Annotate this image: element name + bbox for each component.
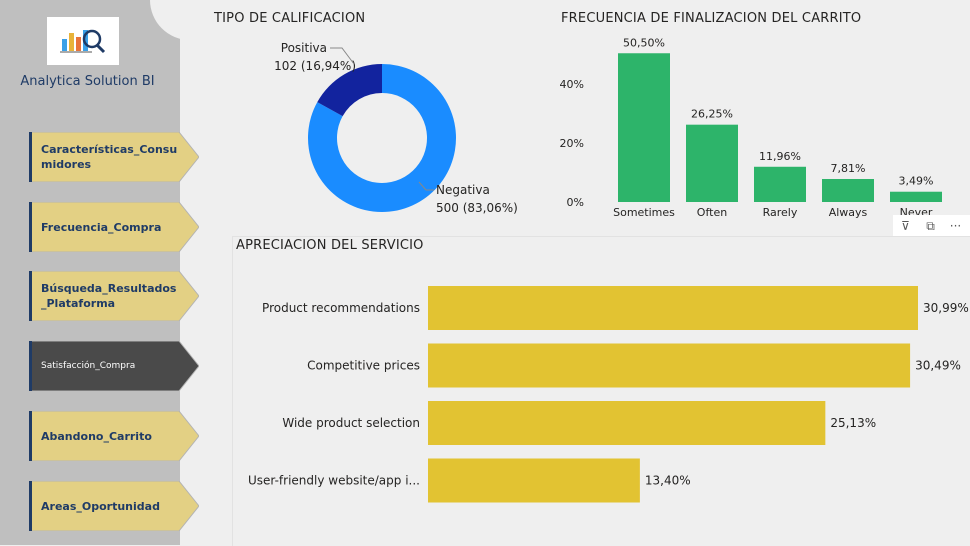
x-category-label: Rarely: [763, 206, 798, 219]
nav-item-shape: [29, 132, 199, 182]
bar-data-label: 25,13%: [830, 416, 876, 430]
column-bar-often[interactable]: [686, 124, 738, 202]
x-category-label: Sometimes: [613, 206, 675, 219]
nav-item-label: Satisfacción_Compra: [41, 360, 136, 371]
column-data-label: 11,96%: [759, 150, 801, 163]
column-bar-never[interactable]: [890, 191, 942, 202]
nav-item-1[interactable]: Frecuencia_Compra: [29, 202, 199, 252]
y-tick-label: 40%: [560, 78, 584, 91]
nav-item-5[interactable]: Areas_Oportunidad: [29, 481, 199, 531]
donut-slice-negativa[interactable]: [308, 64, 456, 212]
nav-item-shape: [29, 341, 199, 391]
logo-chart-icon: [60, 29, 106, 54]
horizontal-bar-chart: Product recommendations 30,99% Competitive…: [248, 286, 969, 503]
column-data-label: 50,50%: [623, 36, 665, 49]
y-tick-label: 20%: [560, 137, 584, 150]
bar-chart-title: APRECIACION DEL SERVICIO: [236, 238, 424, 253]
focus-mode-icon[interactable]: ⧉: [926, 218, 935, 233]
y-category-label: Competitive prices: [307, 359, 420, 373]
bar-data-label: 13,40%: [645, 474, 691, 488]
column-data-label: 26,25%: [691, 108, 733, 121]
service-bar-3[interactable]: [428, 458, 640, 503]
visual-header-toolbar: ⊽ ⧉ ···: [893, 215, 970, 237]
column-bar-sometimes[interactable]: [618, 53, 670, 202]
nav-item-label: Búsqueda_Resultados_Plataforma: [41, 282, 177, 310]
nav-item-label: Frecuencia_Compra: [41, 220, 162, 234]
y-category-label: Wide product selection: [282, 416, 420, 430]
logo: [47, 17, 119, 65]
service-bar-2[interactable]: [428, 401, 826, 445]
column-chart: 0% 20% 40% 50,50% Sometimes 26,25% Often 11,96%…: [560, 36, 942, 219]
donut-slice-positiva[interactable]: [317, 64, 382, 117]
nav-item-label: Características_Consumidores: [41, 143, 178, 171]
nav-item-4[interactable]: Abandono_Carrito: [29, 411, 199, 461]
y-category-label: User-friendly website/app i...: [248, 474, 420, 488]
filter-icon[interactable]: ⊽: [901, 219, 910, 233]
nav-item-0[interactable]: Características_Consumidores: [29, 132, 199, 182]
nav-item-3[interactable]: Satisfacción_Compra: [29, 341, 199, 391]
nav-item-label: Areas_Oportunidad: [41, 499, 160, 513]
brand-name: Analytica Solution BI: [20, 74, 155, 89]
donut-label-negative-name: Negativa: [436, 183, 490, 197]
nav-item-2[interactable]: Búsqueda_Resultados_Plataforma: [29, 271, 199, 321]
column-data-label: 7,81%: [831, 162, 866, 175]
y-category-label: Product recommendations: [262, 301, 420, 315]
donut-label-negative-value: 500 (83,06%): [436, 201, 518, 215]
bar-data-label: 30,99%: [923, 301, 969, 315]
donut-chart: Positiva 102 (16,94%) Negativa 500 (83,06%): [274, 41, 518, 215]
nav-item-shape: [29, 202, 199, 252]
column-bar-always[interactable]: [822, 178, 874, 202]
donut-label-positive-value: 102 (16,94%): [274, 59, 356, 73]
column-data-label: 3,49%: [899, 175, 934, 188]
donut-leader-negative: [418, 181, 434, 191]
x-category-label: Always: [829, 206, 868, 219]
service-bar-1[interactable]: [428, 343, 911, 388]
donut-leader-positive: [330, 47, 355, 65]
nav-item-shape: [29, 481, 199, 531]
x-category-label: Often: [697, 206, 727, 219]
y-tick-label: 0%: [567, 196, 584, 209]
service-bar-0[interactable]: [428, 286, 918, 330]
column-chart-title: FRECUENCIA DE FINALIZACION DEL CARRITO: [561, 11, 862, 26]
more-options-icon[interactable]: ···: [949, 219, 962, 233]
nav-item-shape: [29, 411, 199, 461]
donut-chart-title: TIPO DE CALIFICACION: [214, 11, 366, 26]
bar-panel-border: [232, 236, 970, 546]
bar-data-label: 30,49%: [915, 359, 961, 373]
nav-item-label: Abandono_Carrito: [41, 429, 152, 443]
nav-item-shape: [29, 271, 199, 321]
donut-label-positive-name: Positiva: [281, 41, 327, 55]
column-bar-rarely[interactable]: [754, 166, 806, 202]
